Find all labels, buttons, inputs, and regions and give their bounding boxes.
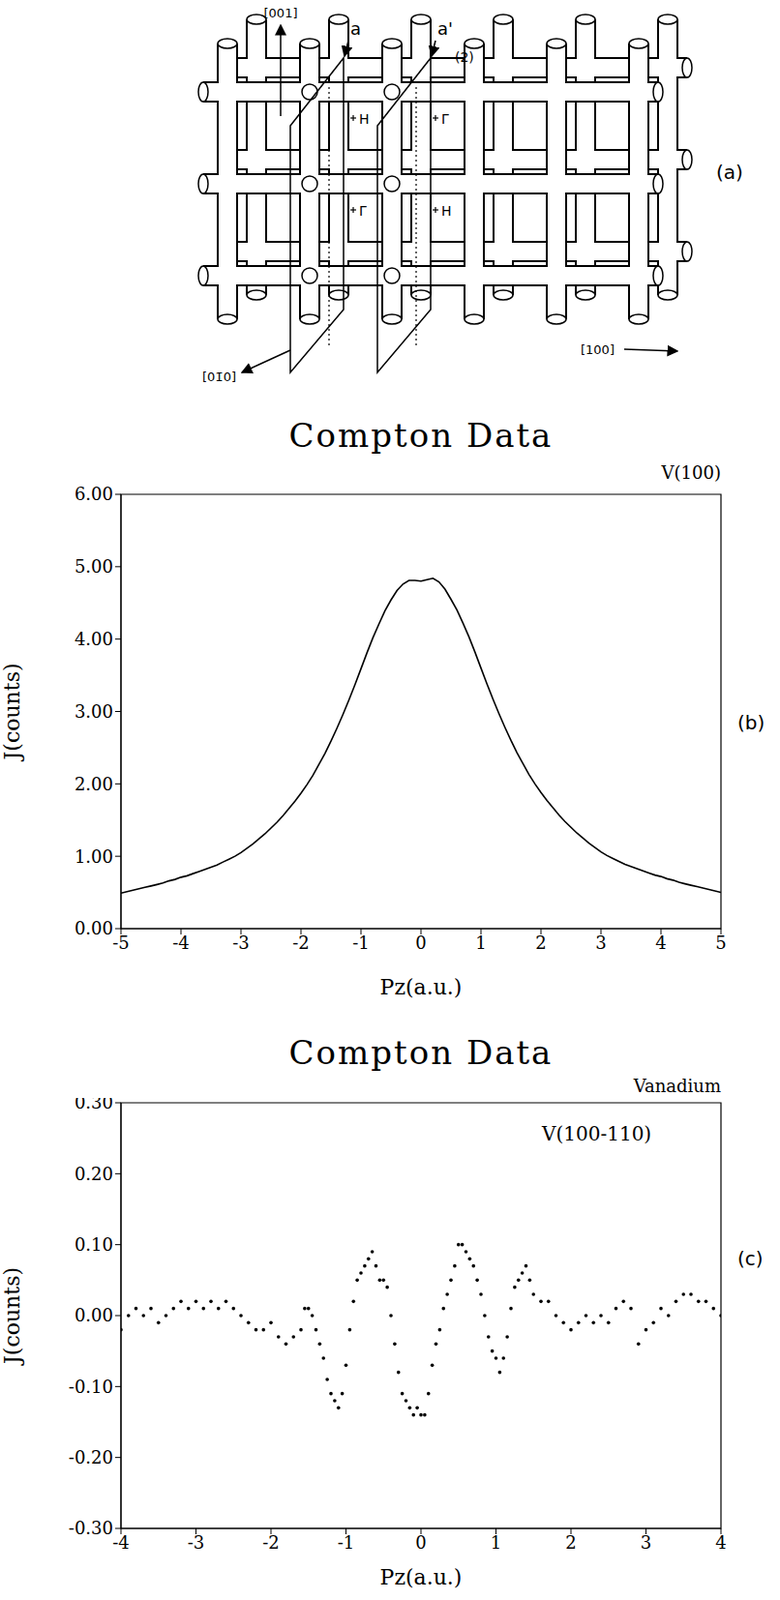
svg-text:-4: -4	[172, 932, 190, 954]
svg-text:1: 1	[475, 932, 486, 954]
svg-text:0: 0	[415, 1532, 426, 1554]
svg-text:-0.30: -0.30	[68, 1518, 114, 1539]
svg-text:-3: -3	[187, 1532, 206, 1554]
svg-text:-1: -1	[337, 1532, 356, 1554]
svg-text:-1: -1	[352, 932, 370, 954]
html-text:(c): (c)	[737, 1247, 764, 1271]
svg-text:0.00: 0.00	[74, 1305, 114, 1326]
html-text:Vanadium: Vanadium	[633, 1076, 721, 1097]
svg-text:-0.10: -0.10	[68, 1377, 114, 1398]
svg-text:(a): (a)	[716, 160, 744, 184]
html-text:Compton Data: Compton Data	[288, 416, 553, 455]
svg-text:-2: -2	[292, 932, 310, 954]
svg-text:4: 4	[655, 932, 666, 954]
svg-text:Pz(a.u.): Pz(a.u.)	[380, 975, 463, 1000]
svg-text:0.00: 0.00	[74, 918, 114, 939]
svg-text:3: 3	[595, 932, 606, 954]
svg-text:a: a	[350, 18, 361, 39]
svg-text:4: 4	[715, 1532, 726, 1554]
svg-text:-2: -2	[262, 1532, 280, 1554]
svg-text:3.00: 3.00	[74, 701, 114, 722]
svg-text:Γ: Γ	[359, 203, 367, 219]
svg-text:-3: -3	[232, 932, 250, 954]
svg-text:-0.20: -0.20	[68, 1447, 114, 1469]
svg-text:6.00: 6.00	[74, 483, 114, 505]
svg-text:[100]: [100]	[580, 342, 615, 358]
html-text:Compton Data: Compton Data	[288, 1033, 553, 1073]
svg-text:J(counts): J(counts)	[0, 662, 25, 762]
svg-text:0.10: 0.10	[74, 1234, 114, 1256]
svg-text:0.30: 0.30	[74, 1098, 114, 1113]
svg-text:2.00: 2.00	[74, 774, 114, 795]
svg-text:Γ: Γ	[441, 111, 450, 127]
html-text:(b): (b)	[737, 711, 765, 735]
svg-text:a': a'	[437, 18, 453, 39]
svg-text:[01̄0]: [01̄0]	[202, 369, 237, 385]
svg-text:J(counts): J(counts)	[0, 1267, 25, 1367]
svg-text:H: H	[441, 203, 452, 219]
html-text:V(100): V(100)	[661, 462, 721, 483]
svg-text:1: 1	[490, 1532, 502, 1554]
svg-text:5: 5	[715, 932, 726, 954]
svg-text:4.00: 4.00	[74, 629, 114, 650]
svg-text:2: 2	[535, 932, 546, 954]
svg-text:[001]: [001]	[264, 5, 299, 21]
svg-text:-4: -4	[112, 1532, 130, 1554]
svg-text:-5: -5	[112, 932, 130, 954]
svg-text:Pz(a.u.): Pz(a.u.)	[380, 1565, 463, 1590]
svg-text:3: 3	[640, 1532, 652, 1554]
svg-text:1.00: 1.00	[74, 846, 114, 868]
svg-text:5.00: 5.00	[74, 556, 114, 577]
html-text:V(100-110): V(100-110)	[541, 1122, 652, 1146]
svg-text:(2): (2)	[454, 49, 475, 65]
svg-text:H: H	[359, 111, 370, 127]
svg-text:0: 0	[415, 932, 426, 954]
svg-text:0.20: 0.20	[74, 1164, 114, 1185]
svg-text:2: 2	[565, 1532, 576, 1554]
